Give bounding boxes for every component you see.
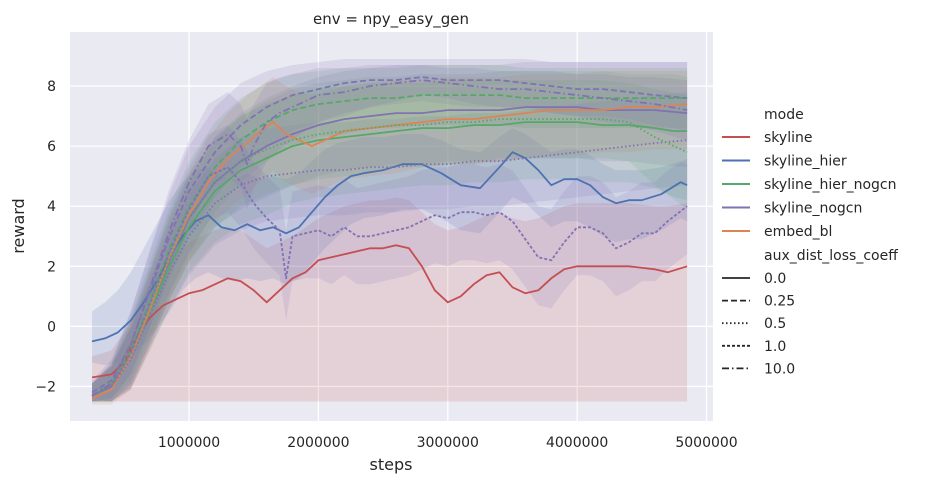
grid — [70, 32, 713, 421]
legend-style-entries: 0.0 0.25 0.5 1.0 10.0 — [722, 271, 795, 377]
x-axis-label: steps — [370, 455, 413, 474]
y-tick-label: 4 — [47, 199, 56, 215]
y-tick-label: 8 — [47, 79, 56, 95]
legend-label-skyline: skyline — [764, 130, 812, 146]
plot-area — [70, 32, 713, 421]
chart-title: env = npy_easy_gen — [313, 10, 469, 29]
line-skyline_nogcn-0.25 — [91, 76, 688, 394]
legend: mode skyline skyline_hier skyline_hier_nog… — [722, 107, 898, 377]
legend-label-skyline_nogcn: skyline_nogcn — [764, 201, 862, 217]
legend-style-label-0.25: 0.25 — [764, 294, 795, 310]
legend-label-skyline_hier: skyline_hier — [764, 154, 847, 170]
legend-style-label-0.5: 0.5 — [764, 316, 786, 332]
x-tick-label: 3000000 — [417, 435, 479, 451]
line-skyline_hier_nogcn-0.0 — [91, 121, 688, 397]
line-skyline_nogcn-10.0 — [91, 79, 688, 397]
series-lines — [91, 76, 688, 400]
band-skyline_hier-0.0 — [92, 128, 688, 366]
y-tick-label: 6 — [47, 139, 56, 155]
y-tick-label: 0 — [47, 319, 56, 335]
x-tick-label: 5000000 — [675, 435, 737, 451]
legend-hue-title: mode — [764, 107, 804, 123]
legend-style-title: aux_dist_loss_coeff — [764, 248, 898, 264]
legend-hue-entries: skyline skyline_hier skyline_hier_nogcnsky… — [722, 130, 896, 240]
legend-style-label-0.0: 0.0 — [764, 271, 786, 287]
line-embed_bl-0.0 — [91, 103, 688, 400]
legend-style-label-10.0: 10.0 — [764, 361, 795, 377]
legend-label-skyline_hier_nogcn: skyline_hier_nogcn — [764, 177, 896, 193]
band-skyline-0.0 — [92, 197, 688, 402]
y-tick-label: −2 — [35, 379, 56, 395]
band-skyline_nogcn-0.25 — [92, 59, 688, 402]
legend-label-embed_bl: embed_bl — [764, 224, 832, 240]
x-tick-labels: 1000000 2000000 3000000 4000000 5000000 — [158, 435, 738, 451]
line-skyline_nogcn-0.0 — [91, 106, 688, 397]
band-embed_bl-0.0 — [92, 71, 688, 405]
line-skyline_nogcn-1.0 — [91, 166, 688, 397]
x-tick-label: 1000000 — [158, 435, 220, 451]
x-tick-label: 2000000 — [287, 435, 349, 451]
line-skyline-0.0 — [91, 244, 688, 379]
y-axis-label: reward — [9, 198, 28, 253]
x-tick-label: 4000000 — [546, 435, 608, 451]
line-skyline_hier-0.0 — [91, 151, 688, 343]
band-skyline_hier_nogcn-0.0 — [92, 71, 688, 402]
legend-style-label-1.0: 1.0 — [764, 339, 786, 355]
band-skyline_nogcn-1.0 — [92, 125, 688, 402]
y-tick-labels: −2 0 2 4 6 8 — [35, 79, 56, 395]
y-tick-label: 2 — [47, 259, 56, 275]
